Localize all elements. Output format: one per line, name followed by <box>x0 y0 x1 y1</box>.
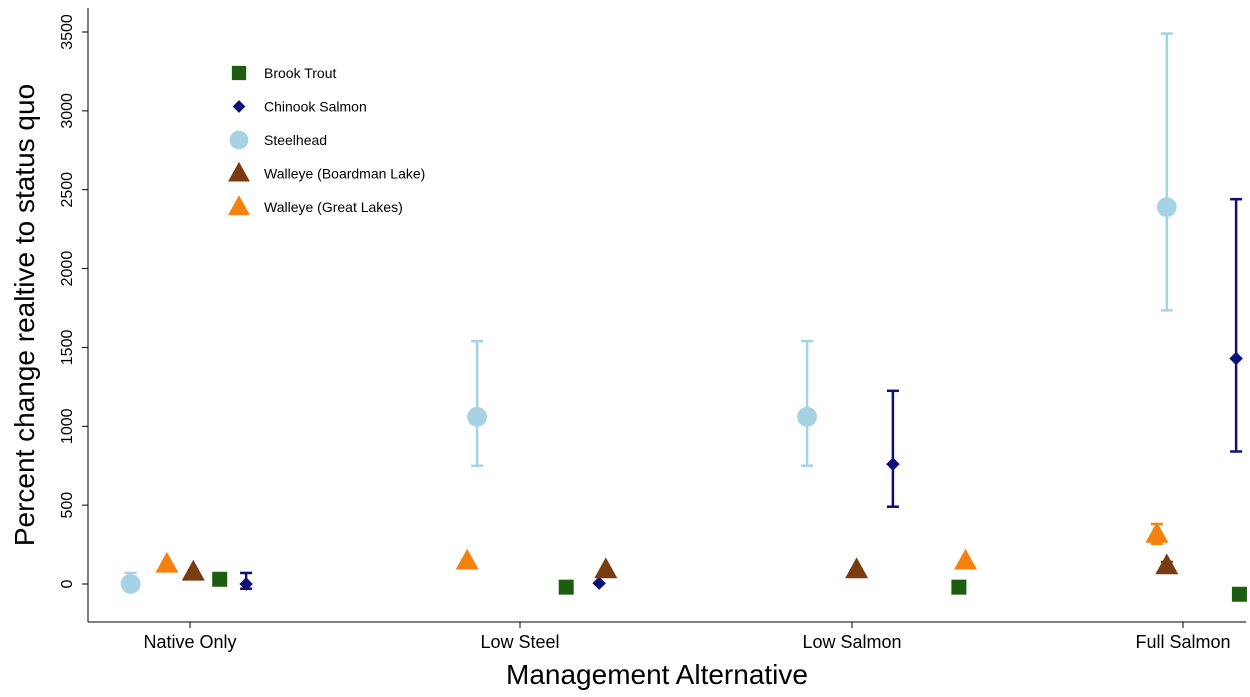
legend-item: Walleye (Great Lakes) <box>228 195 403 215</box>
data-point-diamond <box>886 457 900 471</box>
data-point-triangle <box>845 557 869 579</box>
data-point-square <box>212 571 228 587</box>
data-markers <box>120 197 1247 602</box>
x-tick-label: Full Salmon <box>1135 632 1230 652</box>
legend-label: Chinook Salmon <box>264 99 367 115</box>
data-point-square <box>1231 586 1247 602</box>
data-point-triangle <box>455 548 479 570</box>
y-axis-label: Percent change realtive to status quo <box>9 84 40 546</box>
error-bars <box>124 32 1243 590</box>
x-tick-label: Low Steel <box>480 632 559 652</box>
legend-item: Chinook Salmon <box>232 99 367 115</box>
data-point-diamond <box>239 577 253 591</box>
y-tick-label: 3000 <box>59 93 76 129</box>
y-tick-label: 0 <box>59 579 76 588</box>
data-point-circle <box>120 574 141 594</box>
legend-label: Steelhead <box>264 132 327 148</box>
data-point-diamond <box>592 576 606 590</box>
data-point-triangle <box>1145 521 1169 543</box>
legend: Brook Trout Chinook Salmon Steelhead Walley… <box>228 65 425 215</box>
data-point-circle <box>797 406 817 427</box>
y-tick-label: 1500 <box>59 330 76 366</box>
y-tick-label: 500 <box>59 492 76 519</box>
axes: 0 500 1000 1500 2000 2500 3000 3500 Native Only L… <box>59 8 1246 652</box>
data-point-square <box>951 579 967 595</box>
legend-item: Walleye (Boardman Lake) <box>228 161 425 182</box>
y-tick-label: 2000 <box>59 251 76 287</box>
data-point-diamond <box>1229 351 1243 366</box>
x-tick-label: Native Only <box>143 632 236 652</box>
legend-marker-circle <box>229 130 249 150</box>
y-tick-label: 3500 <box>59 14 76 50</box>
legend-label: Walleye (Great Lakes) <box>264 199 403 215</box>
legend-item: Steelhead <box>229 130 327 150</box>
legend-marker-triangle <box>228 161 250 182</box>
x-axis-label: Management Alternative <box>506 659 808 690</box>
data-point-triangle <box>181 559 205 581</box>
legend-item: Brook Trout <box>231 65 336 81</box>
data-point-circle <box>1156 197 1177 217</box>
y-tick-label: 2500 <box>59 172 76 208</box>
data-point-triangle <box>954 548 977 570</box>
data-point-circle <box>467 406 487 427</box>
data-point-square <box>558 579 574 595</box>
y-tick-label: 1000 <box>59 408 76 444</box>
legend-marker-diamond <box>232 100 246 113</box>
data-point-triangle <box>155 551 179 573</box>
legend-marker-square <box>231 65 247 81</box>
x-tick-label: Low Salmon <box>802 632 901 652</box>
data-point-triangle <box>1155 553 1179 575</box>
legend-marker-triangle <box>228 195 250 215</box>
legend-label: Brook Trout <box>264 65 336 81</box>
legend-label: Walleye (Boardman Lake) <box>264 166 425 182</box>
data-point-triangle <box>594 557 618 579</box>
